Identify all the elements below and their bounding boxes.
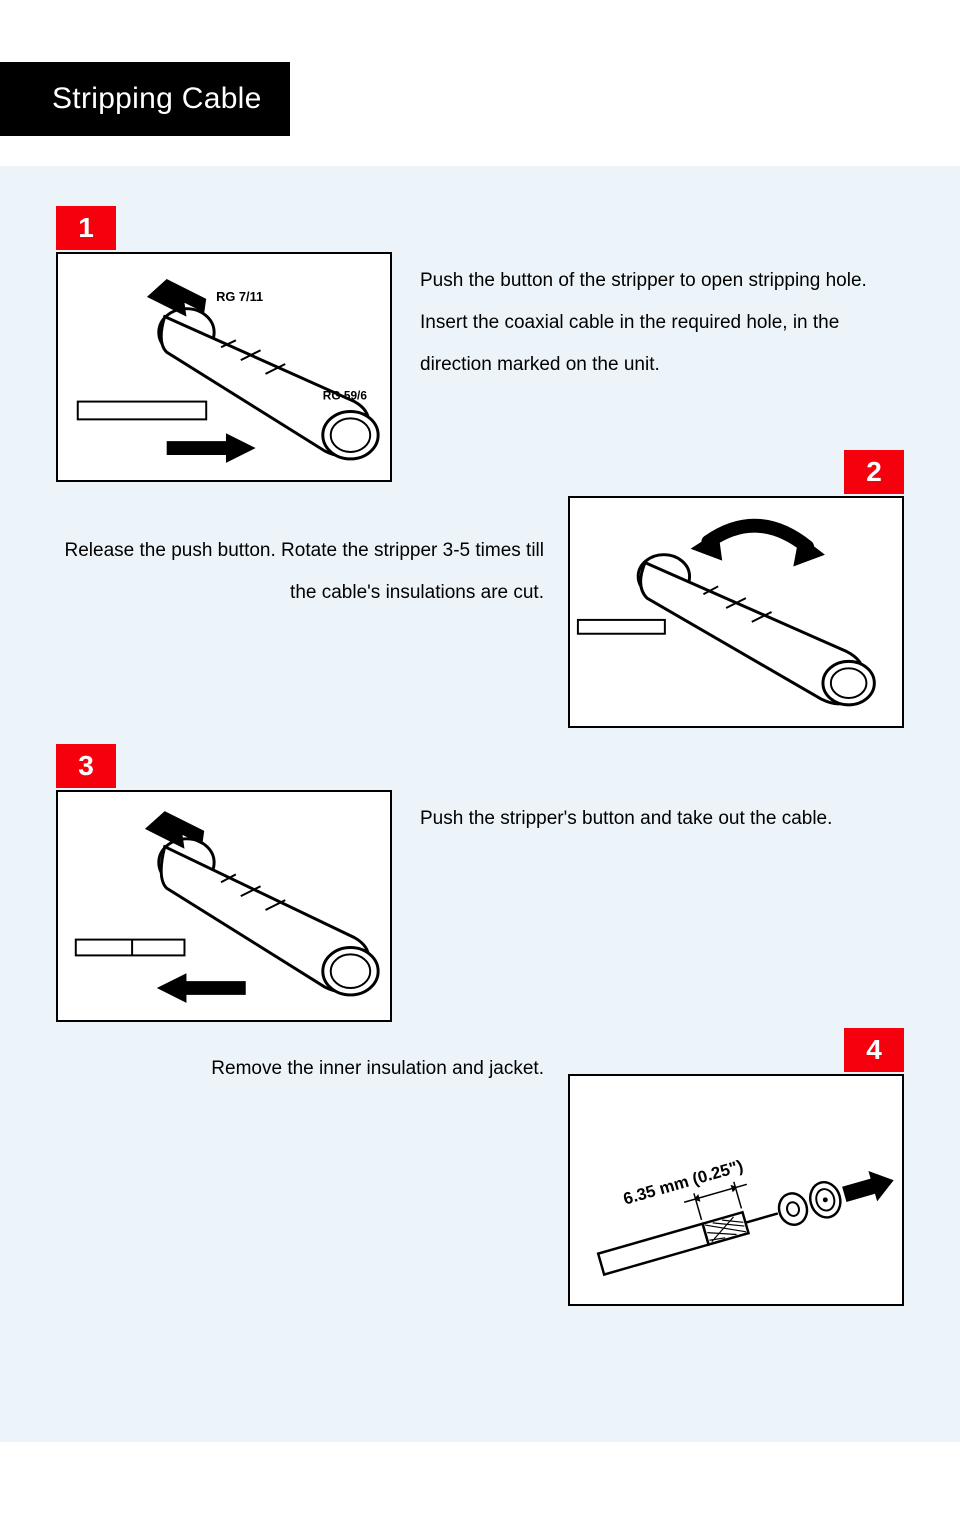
fig1-label-rg711: RG 7/11 [216, 289, 263, 304]
step-1: 1 [56, 206, 904, 482]
step-badge-3: 3 [56, 744, 116, 788]
step-1-figure: RG 7/11 RG 59/6 [56, 252, 392, 482]
step-2-figure [568, 496, 904, 728]
step-2-figure-wrap: 2 [568, 450, 904, 728]
step-4-row: Remove the inner insulation and jacket. … [56, 1028, 904, 1306]
step-4-text: Remove the inner insulation and jacket. [56, 1028, 544, 1090]
step-badge-2: 2 [844, 450, 904, 494]
step-4-figure: 6.35 mm (0.25") [568, 1074, 904, 1306]
step-3-figure [56, 790, 392, 1022]
step-4: Remove the inner insulation and jacket. … [56, 1028, 904, 1306]
fig4-dimension: 6.35 mm (0.25") [621, 1156, 745, 1208]
step-3-row: Push the stripper's button and take out … [56, 790, 904, 1022]
page-container: Stripping Cable 1 [0, 0, 960, 1442]
step-2-row: Release the push button. Rotate the stri… [56, 450, 904, 728]
step-badge-1: 1 [56, 206, 116, 250]
step-3: 3 [56, 744, 904, 1022]
header-band: Stripping Cable [0, 0, 960, 166]
fig1-label-rg596: RG 59/6 [323, 389, 368, 403]
step-3-text: Push the stripper's button and take out … [420, 790, 904, 840]
step-1-row: RG 7/11 RG 59/6 Push the button of the s… [56, 252, 904, 482]
step-4-figure-wrap: 4 [568, 1028, 904, 1306]
step-2-text: Release the push button. Rotate the stri… [56, 450, 544, 614]
step-badge-4: 4 [844, 1028, 904, 1072]
page-title: Stripping Cable [0, 62, 290, 136]
content-area: 1 [0, 166, 960, 1306]
step-2: Release the push button. Rotate the stri… [56, 450, 904, 728]
step-1-text: Push the button of the stripper to open … [420, 252, 904, 385]
